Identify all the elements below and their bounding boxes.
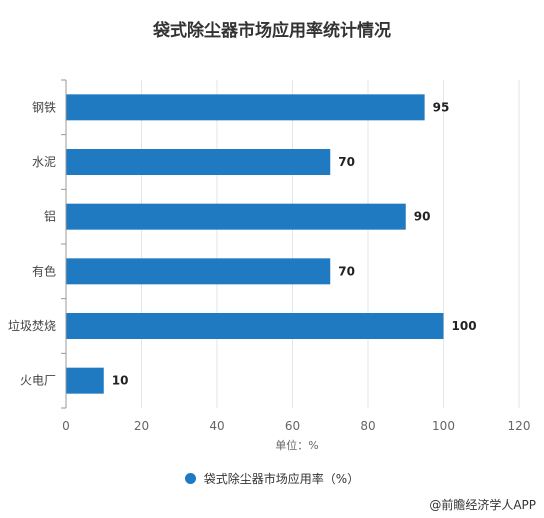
- x-tick-label: 0: [62, 419, 70, 433]
- data-label: 10: [112, 374, 129, 388]
- source-credit: @前瞻经济学人APP: [429, 498, 536, 512]
- bar-5: [66, 367, 104, 394]
- data-label: 95: [433, 100, 450, 114]
- category-label: 火电厂: [20, 374, 56, 388]
- category-label: 钢铁: [32, 100, 56, 114]
- x-tick-label: 100: [432, 419, 455, 433]
- data-label: 70: [338, 264, 355, 278]
- x-tick-label: 80: [360, 419, 375, 433]
- x-tick-label: 20: [134, 419, 149, 433]
- labels: 0 20 40 60 80 100 120 钢铁 95 水泥 70 铝 90 有色 70 垃圾焚烧 100 火电厂…: [8, 79, 531, 433]
- category-label: 铝: [44, 209, 56, 224]
- chart-title: 袋式除尘器市场应用率统计情况: [153, 21, 391, 41]
- category-label: 有色: [32, 264, 56, 278]
- x-axis-title: 单位：%: [275, 438, 318, 452]
- category-label: 垃圾焚烧: [8, 318, 56, 333]
- gridlines: [141, 80, 520, 408]
- bar-1: [66, 149, 331, 175]
- data-label: 70: [338, 155, 355, 169]
- legend-label: 袋式除尘器市场应用率（%）: [203, 472, 360, 486]
- bar-3: [66, 258, 331, 285]
- legend-swatch: [184, 473, 196, 484]
- bar-4: [66, 313, 444, 339]
- legend: 袋式除尘器市场应用率（%）: [0, 470, 544, 487]
- x-tick-label: 120: [508, 419, 531, 433]
- bar-0: [66, 94, 425, 121]
- data-label: 100: [452, 319, 477, 333]
- bars: [66, 94, 444, 394]
- bar-2: [66, 203, 406, 230]
- category-label: 水泥: [32, 155, 56, 169]
- x-tick-label: 60: [285, 419, 300, 433]
- x-tick-label: 40: [209, 419, 224, 433]
- data-label: 90: [414, 210, 431, 224]
